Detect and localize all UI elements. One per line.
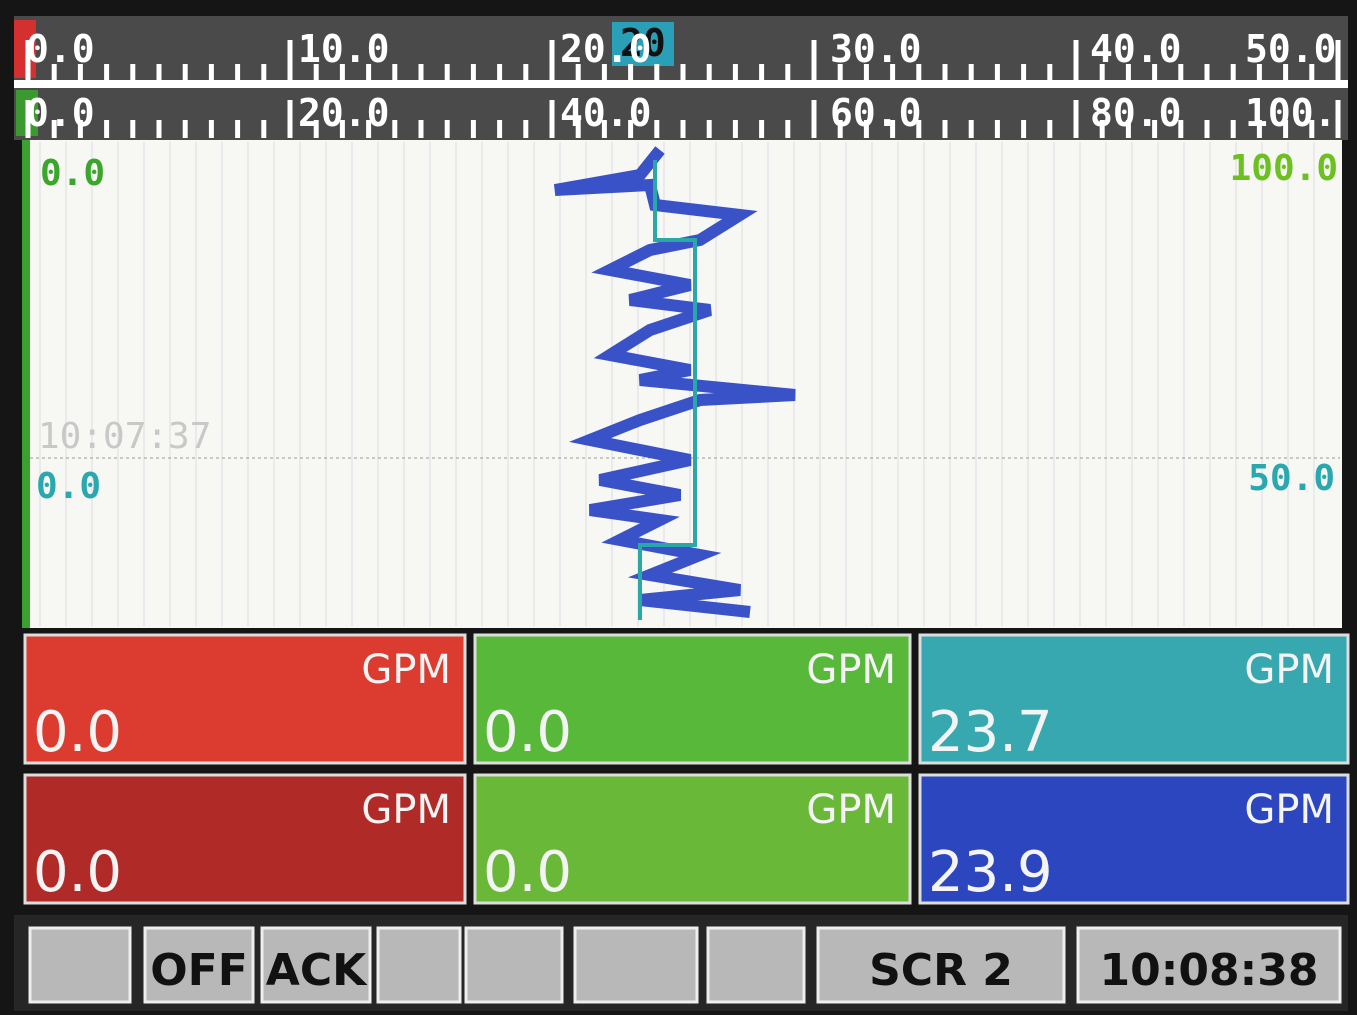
scale-label: 100. xyxy=(1245,91,1337,135)
gauge-value: 0.0 xyxy=(33,700,122,765)
toolbar-label: SCR 2 xyxy=(869,945,1013,996)
scale-label: 0.0 xyxy=(26,27,95,71)
scale-label: 20.0 xyxy=(298,91,390,135)
recorder-screen: 20 0.0 100.0 10:07:37 0.0 50.0 GPM0.0GPM… xyxy=(0,0,1357,1015)
toolbar-button[interactable] xyxy=(575,928,697,1002)
gauge-value: 23.9 xyxy=(928,840,1053,905)
toolbar-button[interactable] xyxy=(30,928,130,1002)
teal-min: 0.0 xyxy=(36,466,101,507)
toolbar-button[interactable] xyxy=(708,928,804,1002)
toolbar-button[interactable] xyxy=(378,928,460,1002)
timestamp: 10:07:37 xyxy=(38,416,211,457)
scale-label: 10.0 xyxy=(298,27,390,71)
gauge-value: 0.0 xyxy=(483,840,572,905)
toolbar-label: OFF xyxy=(150,945,248,996)
gauge-unit: GPM xyxy=(1244,787,1334,833)
chart-left-edge xyxy=(22,140,30,628)
scale-label: 40.0 xyxy=(1090,27,1182,71)
scale-label: 60.0 xyxy=(830,91,922,135)
gauge-value: 0.0 xyxy=(33,840,122,905)
scale-label: 40.0 xyxy=(560,91,652,135)
gauge-value: 23.7 xyxy=(928,700,1053,765)
gauge-unit: GPM xyxy=(361,647,451,693)
gauge-unit: GPM xyxy=(1244,647,1334,693)
teal-max: 50.0 xyxy=(1248,458,1335,499)
scale-label: 30.0 xyxy=(830,27,922,71)
toolbar-label: ACK xyxy=(266,945,368,996)
gauge-unit: GPM xyxy=(361,787,451,833)
green-min: 0.0 xyxy=(40,153,105,194)
toolbar-label: 10:08:38 xyxy=(1100,945,1319,996)
toolbar-button[interactable] xyxy=(466,928,562,1002)
gauge-value: 0.0 xyxy=(483,700,572,765)
scale-label: 20.0 xyxy=(560,27,652,71)
gauge-unit: GPM xyxy=(806,787,896,833)
green-max: 100.0 xyxy=(1230,148,1338,189)
scale-label: 80.0 xyxy=(1090,91,1182,135)
scale-separator xyxy=(14,80,1348,88)
gauge-unit: GPM xyxy=(806,647,896,693)
scale-label: 0.0 xyxy=(26,91,95,135)
scale-label: 50.0 xyxy=(1245,27,1337,71)
